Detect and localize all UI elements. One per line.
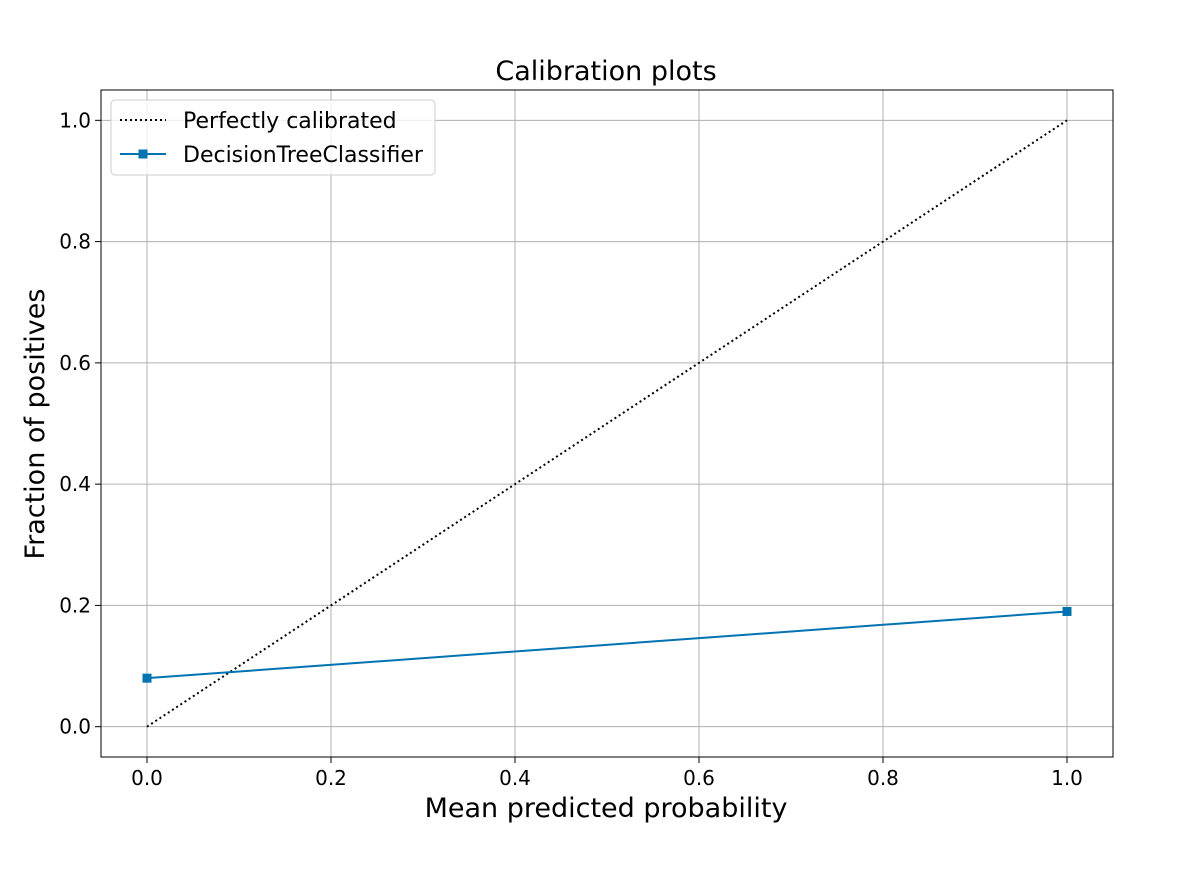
series-line-1 xyxy=(146,610,1068,680)
y-tick-label: 0.8 xyxy=(59,230,91,254)
y-tick-label: 0.4 xyxy=(59,472,91,496)
y-tick-label: 0.2 xyxy=(59,593,91,617)
legend-box xyxy=(110,99,436,176)
x-axis-label: Mean predicted probability xyxy=(425,793,788,824)
y-tick-label: 0.6 xyxy=(59,351,91,375)
legend-marker xyxy=(138,149,148,159)
chart-title: Calibration plots xyxy=(495,56,716,87)
plot-frame xyxy=(100,89,1114,758)
axis-ticks: 0.0 0.2 0.4 0.6 0.8 1.0 0.0 0.2 0.4 0.6 0.8 1.0 xyxy=(59,108,1083,790)
x-tick-label: 1.0 xyxy=(1051,766,1083,790)
x-tick-label: 0.0 xyxy=(131,766,163,790)
x-tick-label: 0.2 xyxy=(315,766,347,790)
y-axis-label: Fraction of positives xyxy=(20,289,51,560)
legend-label: DecisionTreeClassifier xyxy=(183,143,424,168)
x-tick-label: 0.8 xyxy=(867,766,899,790)
y-tick-label: 0.0 xyxy=(59,715,91,739)
data-point-marker xyxy=(1062,606,1072,616)
plot-series xyxy=(142,119,1072,728)
y-tick-label: 1.0 xyxy=(59,108,91,132)
x-tick-label: 0.6 xyxy=(683,766,715,790)
x-tick-label: 0.4 xyxy=(499,766,531,790)
series-line-0 xyxy=(146,119,1068,728)
legend-label: Perfectly calibrated xyxy=(183,109,397,134)
legend: Perfectly calibrated DecisionTreeClassifi… xyxy=(110,99,436,176)
data-point-marker xyxy=(142,673,152,683)
